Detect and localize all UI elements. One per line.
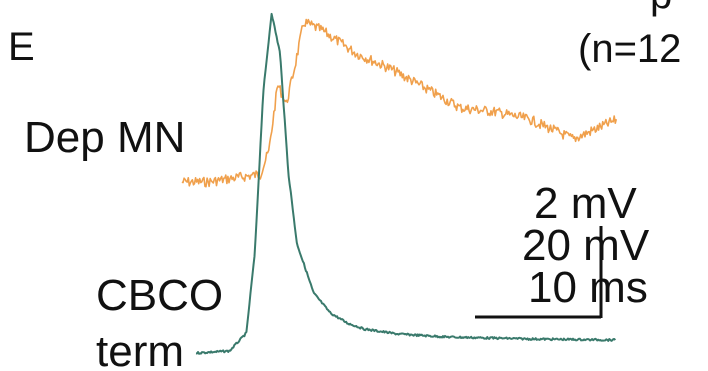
count-label: (n=12 [578,27,681,71]
scale-label-2mv: 2 mV [534,179,637,228]
dep-mn-label: Dep MN [24,113,185,162]
panel-label: E [8,25,35,69]
scale-label-10ms: 10 ms [528,263,648,312]
scale-label-20mv: 20 mV [522,221,650,270]
trace-group [181,12,618,355]
dep-mn-trace [181,18,618,188]
corner-fragment-label: p [650,0,672,17]
cbco-label-line2: term [96,327,184,371]
cbco-trace [195,12,617,355]
cbco-label-line1: CBCO [96,271,223,320]
